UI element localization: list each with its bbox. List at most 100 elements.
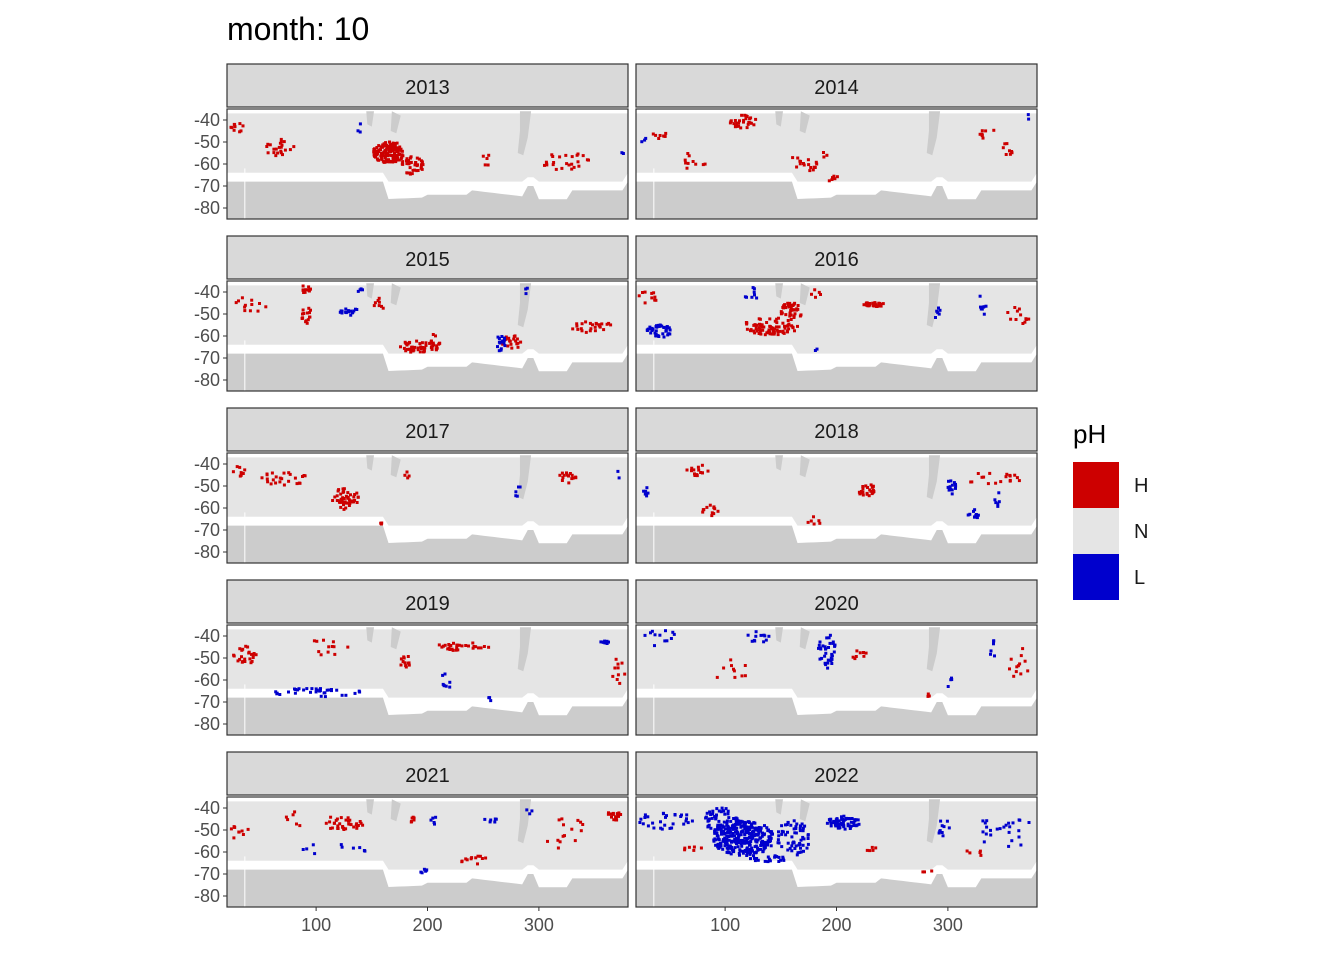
cell-H [792,308,796,312]
panel-border [635,108,1038,220]
tasmania-land [366,111,375,127]
cell-H [577,164,581,168]
cell-H [277,145,281,149]
cell-H [817,519,821,523]
cell-L [947,479,950,483]
cell-H [256,309,260,313]
cell-L [358,122,362,126]
cell-H [384,150,387,154]
cell-H [822,155,826,159]
cell-L [646,491,650,495]
cell-L [709,813,713,816]
cell-H [701,163,705,167]
cell-H [373,301,377,305]
cell-L [441,673,445,677]
cell-L [761,850,765,854]
cell-H [410,820,414,823]
cell-L [747,840,751,844]
y-tick-label: -40 [194,110,220,130]
facet-panel-2015: 2015-40-50-60-70-80 [194,235,629,392]
cell-H [556,838,560,842]
cell-H [773,319,777,323]
cell-H [339,492,343,496]
cell-L [752,851,756,855]
cell-H [389,142,392,146]
cell-L [752,834,756,838]
cell-H [615,818,619,822]
legend-key-L [1073,554,1119,600]
cell-L [763,859,767,863]
cell-H [768,317,772,321]
cell-H [341,825,345,828]
cell-H [702,508,706,512]
cell-H [581,154,585,158]
cell-L [780,845,784,849]
cell-L [1027,821,1031,824]
cell-H [411,168,415,172]
cell-L [640,140,644,144]
antarctica-land [636,353,1037,391]
cell-L [642,489,646,493]
cell-H [861,493,865,497]
cell-L [733,824,737,828]
cell-H [809,166,813,169]
anomaly-patch-low [419,867,429,875]
cell-H [239,471,243,475]
cell-H [827,179,831,183]
cell-H [611,811,615,815]
cell-H [399,663,403,667]
cell-L [849,825,852,829]
cell-H [307,285,311,289]
cell-L [827,818,831,822]
cell-H [796,307,800,311]
cell-L [739,825,743,829]
cell-L [954,484,958,488]
cell-H [690,466,694,470]
facet-strip [226,579,629,624]
cell-L [356,129,360,133]
cell-H [851,655,855,659]
tasmania-land [775,111,784,127]
cell-L [792,827,796,831]
cell-H [782,306,785,310]
anomaly-patch-high [744,316,799,337]
cell-L [670,826,674,830]
cell-L [947,826,951,830]
cell-H [871,488,875,492]
antarctica-land [227,525,628,563]
new-zealand-land [799,627,810,650]
cell-H [614,816,618,820]
cell-H [862,651,865,654]
cell-L [777,855,781,859]
anomaly-patch-low [514,485,522,498]
anomaly-patch-low [749,854,786,864]
cell-H [233,825,237,829]
cell-L [667,326,671,330]
cell-L [502,341,506,345]
cell-L [725,840,729,844]
cell-L [753,293,756,297]
anomaly-patch-high [399,339,436,354]
facet-strip [635,407,1038,452]
anomaly-patch-high [400,155,425,176]
ocean-normal-region [227,113,628,182]
cell-H [545,163,549,167]
cell-L [849,820,853,824]
cell-H [696,465,700,469]
cell-H [978,132,982,136]
cell-H [793,312,797,316]
cell-H [375,151,378,155]
cell-L [719,843,723,847]
cell-H [571,476,575,480]
cell-L [950,676,953,680]
cell-L [357,689,361,693]
cell-L [716,842,720,846]
anomaly-patch-high [232,644,258,665]
antarctica-land [636,697,1037,735]
cell-L [761,831,764,835]
cell-H [379,145,383,149]
anomaly-patch-low [746,630,771,644]
cell-H [981,136,985,140]
cell-H [317,650,321,654]
